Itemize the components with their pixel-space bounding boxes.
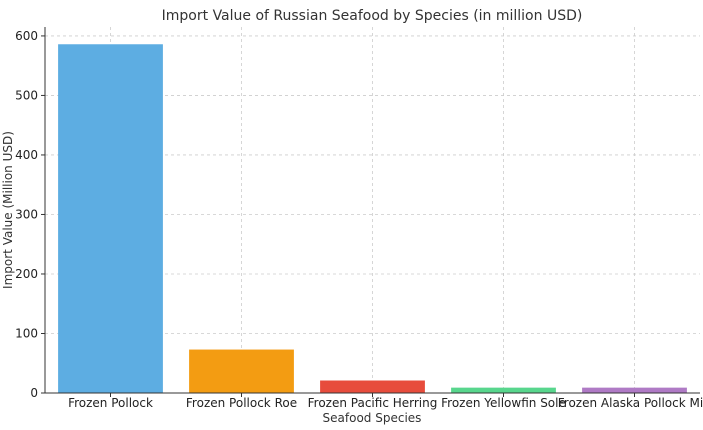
y-tick-label: 600 [15, 29, 38, 43]
x-tick-label: Frozen Pacific Herring [308, 396, 438, 410]
bar-frozen-pacific-herring [320, 380, 425, 393]
y-axis-label: Import Value (Million USD) [1, 131, 15, 289]
x-tick-label: Frozen Yellowfin Sole [441, 396, 566, 410]
x-tick-label: Frozen Pollock Roe [186, 396, 297, 410]
bar-frozen-alaska-pollock-milt [582, 387, 687, 393]
x-ticks: Frozen Pollock Frozen Pollock Roe Frozen P… [68, 393, 703, 410]
y-tick-label: 0 [30, 386, 38, 400]
y-ticks: 0 100 200 300 400 500 600 [15, 29, 45, 400]
x-tick-label: Frozen Alaska Pollock Milt [558, 396, 703, 410]
y-tick-label: 400 [15, 148, 38, 162]
chart-title: Import Value of Russian Seafood by Speci… [162, 8, 583, 24]
x-tick-label: Frozen Pollock [68, 396, 153, 410]
y-tick-label: 200 [15, 267, 38, 281]
bar-frozen-pollock-roe [189, 349, 294, 393]
bar-frozen-yellowfin-sole [451, 387, 556, 393]
y-tick-label: 300 [15, 207, 38, 221]
bar-frozen-pollock [58, 44, 163, 393]
y-tick-label: 500 [15, 88, 38, 102]
y-tick-label: 100 [15, 326, 38, 340]
x-axis-label: Seafood Species [323, 411, 422, 425]
bars [58, 44, 687, 393]
